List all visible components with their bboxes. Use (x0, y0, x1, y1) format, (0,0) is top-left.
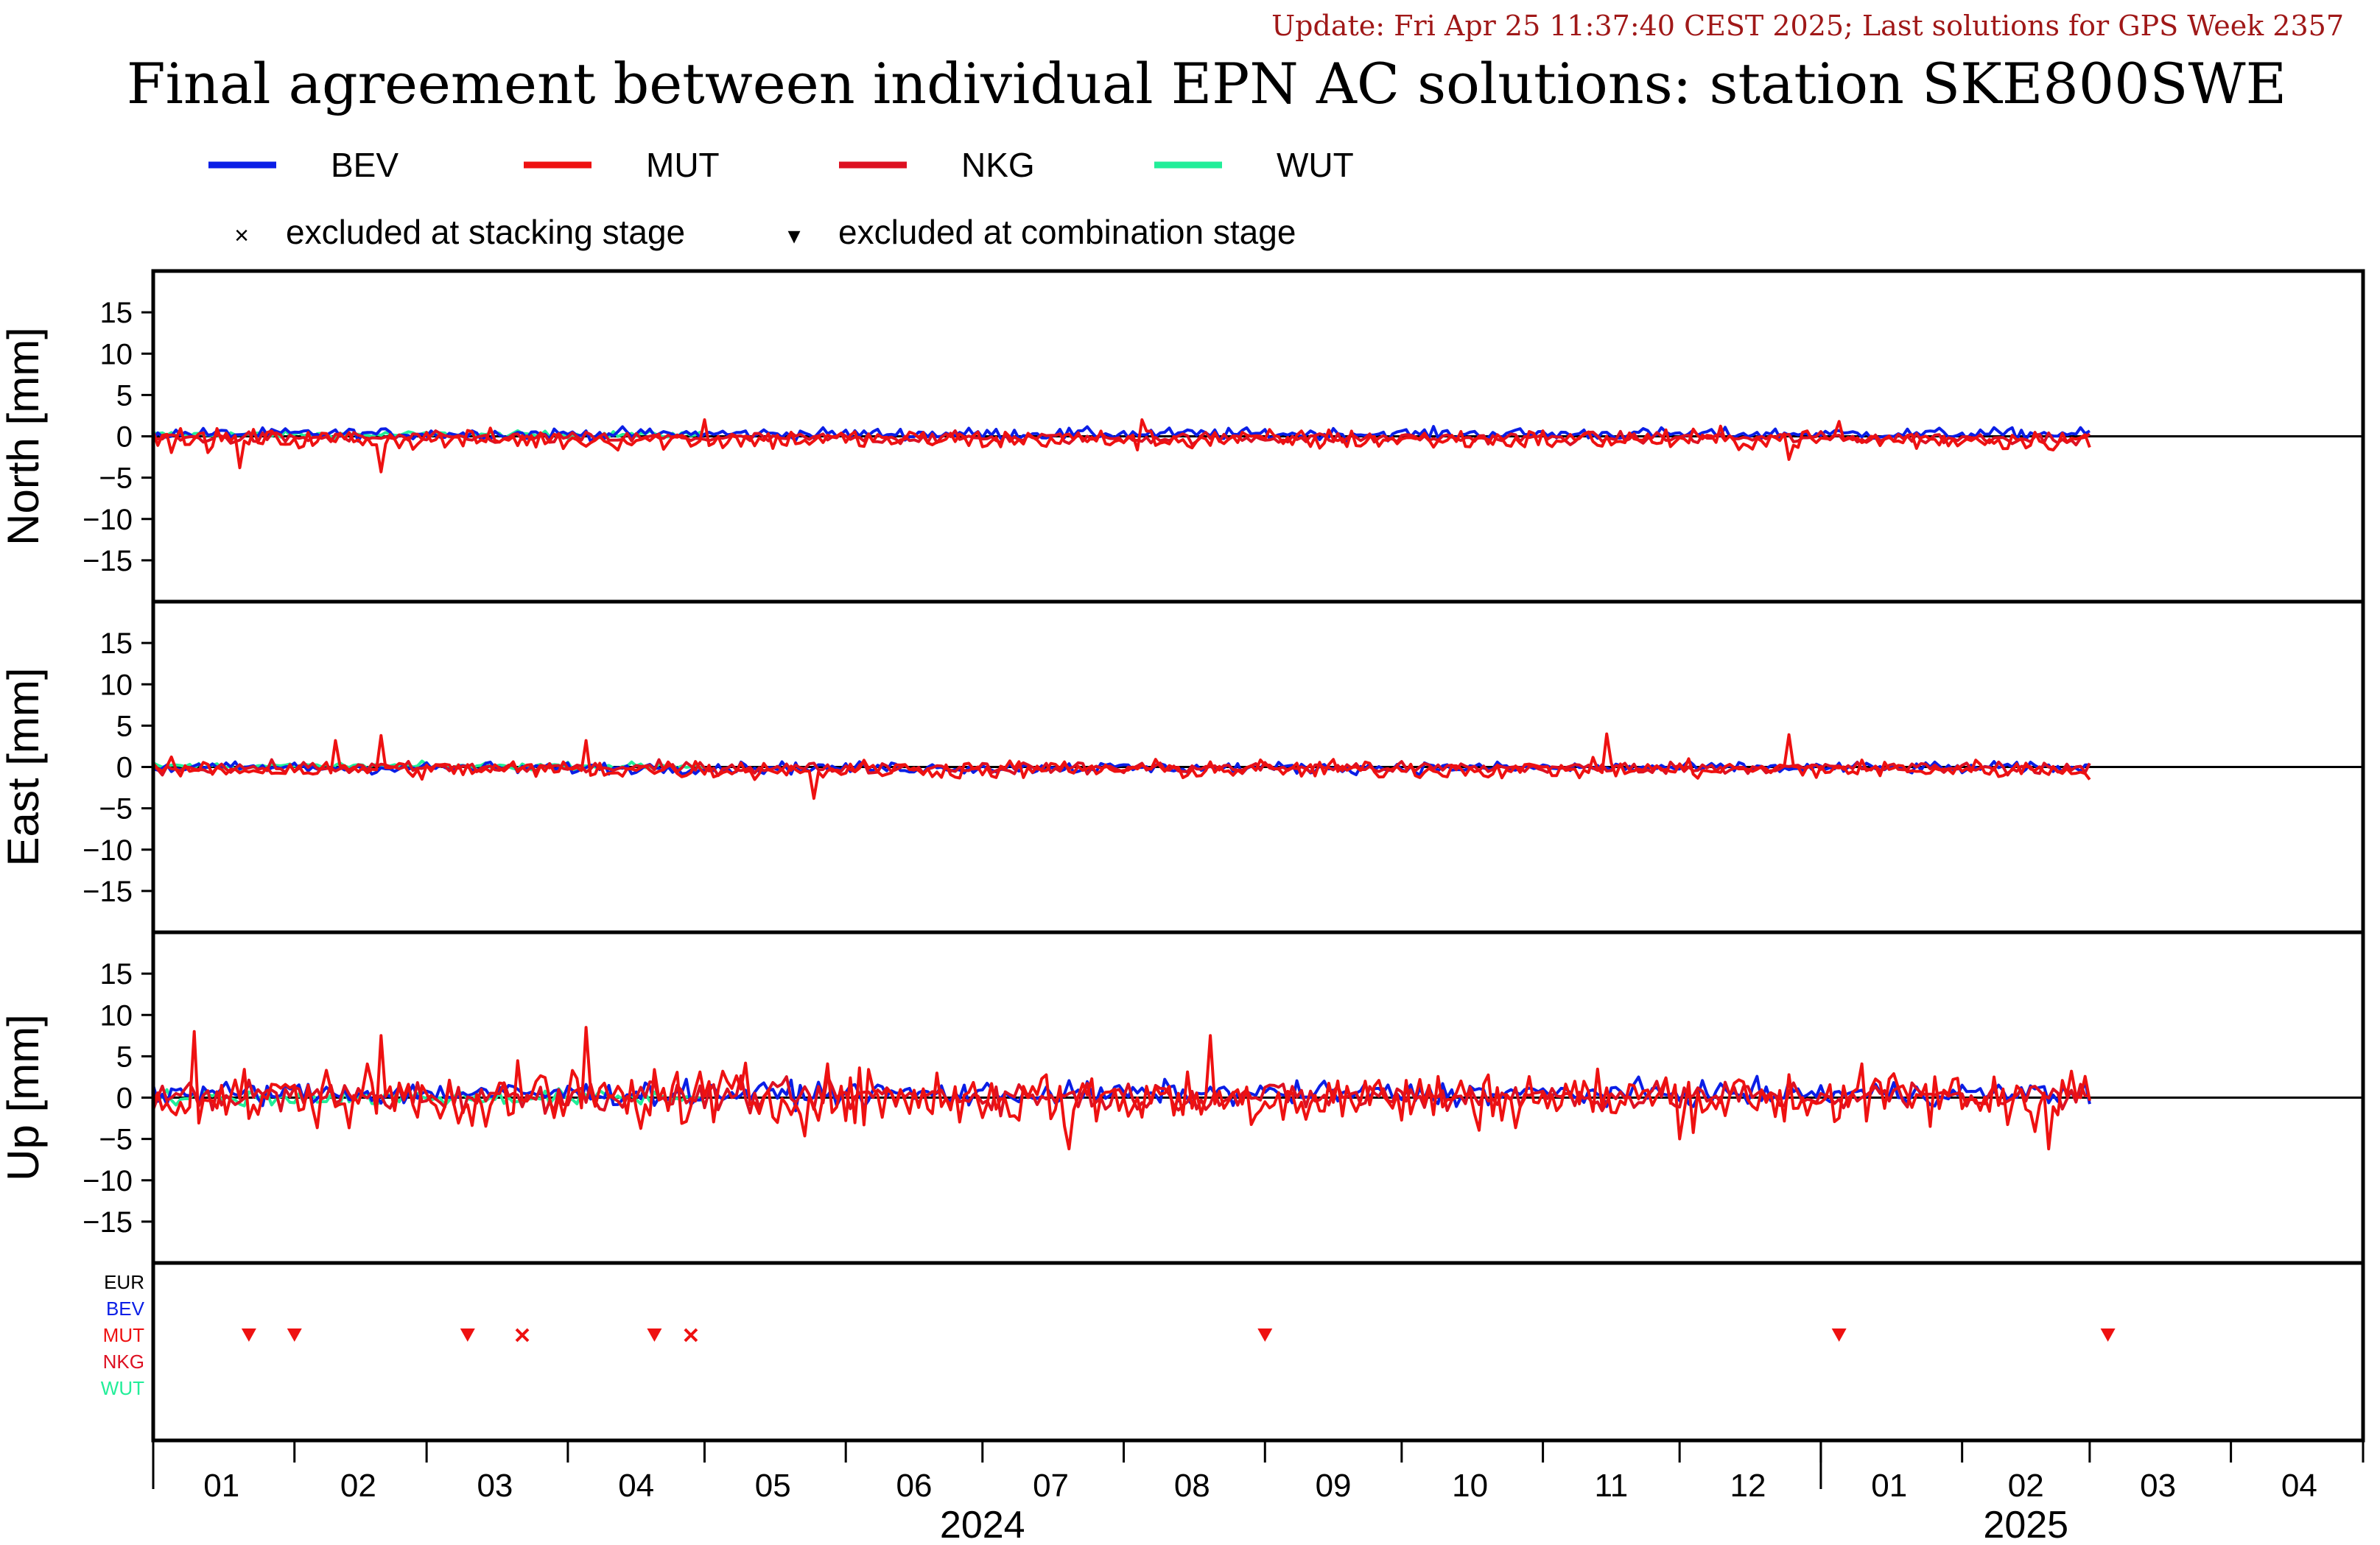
month-label: 01 (203, 1468, 239, 1504)
ytick-label: −15 (83, 876, 133, 908)
ytick-label: 15 (100, 958, 133, 990)
ytick-label: −15 (83, 545, 133, 577)
ytick-label: −10 (83, 834, 133, 867)
series-mut-east (153, 732, 2091, 800)
month-label: 05 (755, 1468, 791, 1504)
ytick-label: 10 (100, 338, 133, 370)
month-label: 10 (1452, 1468, 1488, 1504)
ylabel-east: East [mm] (0, 667, 48, 866)
ytick-label: 5 (116, 1041, 133, 1073)
exclusion-combination-marker (460, 1328, 475, 1342)
ytick-label: 15 (100, 297, 133, 329)
stacking-marker-symbol: × (234, 222, 249, 250)
exclusion-row-label-mut: MUT (103, 1324, 144, 1346)
exclusion-frame (151, 1261, 2365, 1443)
ytick-label: 5 (116, 379, 133, 412)
month-label: 11 (1595, 1468, 1629, 1504)
month-label: 03 (2140, 1468, 2176, 1504)
panels: 15 10 5 0 −5 −10 −15 North [mm] 15 10 5 0 −5 −10 −15 Ea… (0, 269, 2365, 1265)
month-label: 08 (1174, 1468, 1210, 1504)
year-label: 2024 (940, 1504, 1025, 1545)
month-label: 07 (1033, 1468, 1069, 1504)
month-label: 02 (2008, 1468, 2044, 1504)
series-group (153, 732, 2091, 800)
time-axis: 01 02 03 04 05 06 07 08 09 10 11 12 01 02 03 04 2024 2025 (152, 1439, 2365, 1545)
legend-label-wut: WUT (1277, 146, 1354, 184)
ytick-label: 15 (100, 627, 133, 660)
exclusion-panel: EUR BEV MUT NKG WUT (101, 1261, 2365, 1443)
combination-marker-symbol: ▾ (787, 222, 800, 250)
exclusion-stacking-marker (515, 1328, 530, 1342)
exclusion-combination-marker (2100, 1328, 2116, 1342)
month-label: 04 (618, 1468, 654, 1504)
legend-label-bev: BEV (331, 146, 399, 184)
month-label: 12 (1730, 1468, 1766, 1504)
exclusion-combination-marker (1831, 1328, 1847, 1342)
series-bev-north (153, 425, 2091, 443)
exclusion-combination-marker (647, 1328, 662, 1342)
exclusion-row-label-wut: WUT (101, 1377, 144, 1399)
ylabel-north: North [mm] (0, 327, 48, 546)
ytick-label: 10 (100, 669, 133, 701)
update-text: Update: Fri Apr 25 11:37:40 CEST 2025; L… (1271, 10, 2344, 42)
ytick-label: −10 (83, 1165, 133, 1197)
stacking-marker-label: excluded at stacking stage (286, 213, 685, 251)
series-mut-up (153, 1026, 2091, 1151)
marker-legend: × excluded at stacking stage ▾ excluded … (234, 213, 1296, 251)
month-label: 02 (340, 1468, 376, 1504)
legend: BEV MUT NKG WUT (208, 146, 1354, 184)
series-bev-up (153, 1074, 2091, 1113)
panel-east: 15 10 5 0 −5 −10 −15 East [mm] (0, 599, 2365, 935)
ytick-label: 0 (116, 421, 133, 454)
exclusion-stacking-marker (684, 1328, 698, 1342)
ytick-label: −15 (83, 1206, 133, 1239)
ytick-label: −5 (99, 1124, 133, 1156)
series-mut-north (153, 418, 2091, 474)
legend-label-nkg: NKG (961, 146, 1035, 184)
ytick-label: −10 (83, 504, 133, 536)
month-label: 01 (1871, 1468, 1907, 1504)
ytick-label: 10 (100, 999, 133, 1032)
ytick-label: −5 (99, 793, 133, 826)
ytick-label: −5 (99, 462, 133, 495)
exclusion-combination-marker (1257, 1328, 1273, 1342)
ytick-label: 0 (116, 1083, 133, 1115)
series-group (153, 418, 2091, 474)
exclusion-combination-marker (287, 1328, 302, 1342)
month-label: 03 (477, 1468, 513, 1504)
exclusion-row-label-nkg: NKG (103, 1351, 144, 1373)
exclusion-combination-marker (241, 1328, 256, 1342)
ylabel-up: Up [mm] (0, 1014, 48, 1181)
month-label: 06 (896, 1468, 933, 1504)
exclusion-row-label-eur: EUR (104, 1271, 144, 1293)
month-label: 09 (1316, 1468, 1352, 1504)
combination-marker-label: excluded at combination stage (838, 213, 1296, 251)
series-group (153, 1026, 2091, 1151)
legend-label-mut: MUT (646, 146, 720, 184)
panel-north: 15 10 5 0 −5 −10 −15 North [mm] (0, 269, 2365, 604)
year-label: 2025 (1983, 1504, 2068, 1545)
ytick-label: 5 (116, 710, 133, 742)
month-label: 04 (2281, 1468, 2317, 1504)
ytick-label: 0 (116, 752, 133, 784)
chart-title: Final agreement between individual EPN A… (127, 51, 2286, 116)
panel-up: 15 10 5 0 −5 −10 −15 Up [mm] (0, 930, 2365, 1265)
exclusion-row-label-bev: BEV (106, 1298, 145, 1320)
